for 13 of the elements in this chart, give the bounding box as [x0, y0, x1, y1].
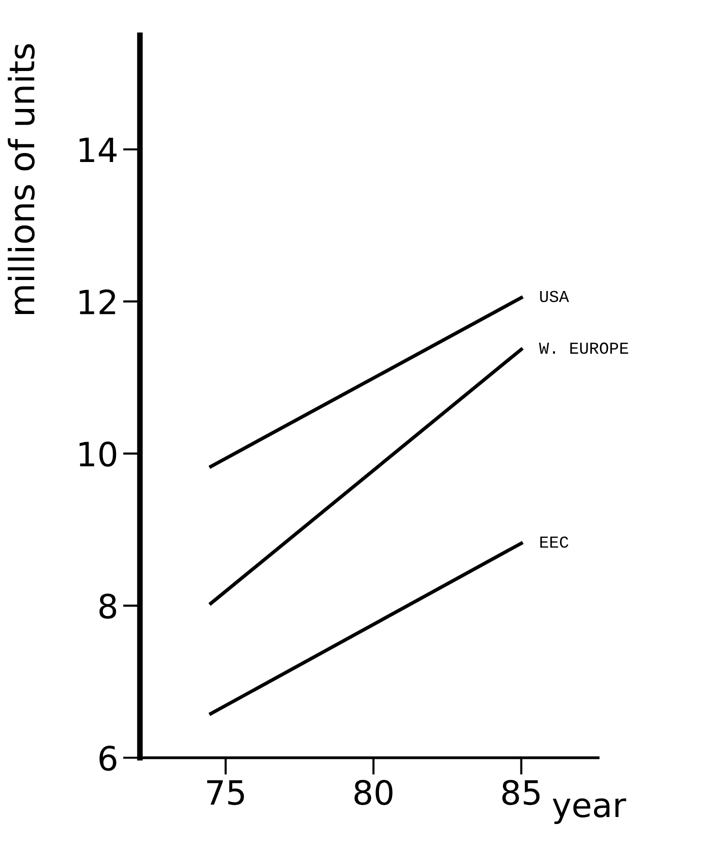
y-axis-title: millions of units [8, 44, 35, 314]
x-axis-title: year [552, 798, 626, 824]
y-tick-label: 6 [100, 746, 116, 771]
series-label: EEC [540, 536, 568, 548]
y-tick-label: 10 [80, 441, 116, 467]
y-tick-label: 8 [99, 594, 116, 619]
y-tick-label: 14 [80, 138, 117, 162]
x-tick-label: 75 [207, 780, 244, 806]
x-tick-label: 85 [502, 780, 540, 806]
y-tick-label: 12 [80, 289, 116, 314]
x-tick-label: 80 [354, 780, 392, 806]
series-label: USA [540, 290, 569, 302]
series-label: W. EUROPE [539, 342, 628, 354]
